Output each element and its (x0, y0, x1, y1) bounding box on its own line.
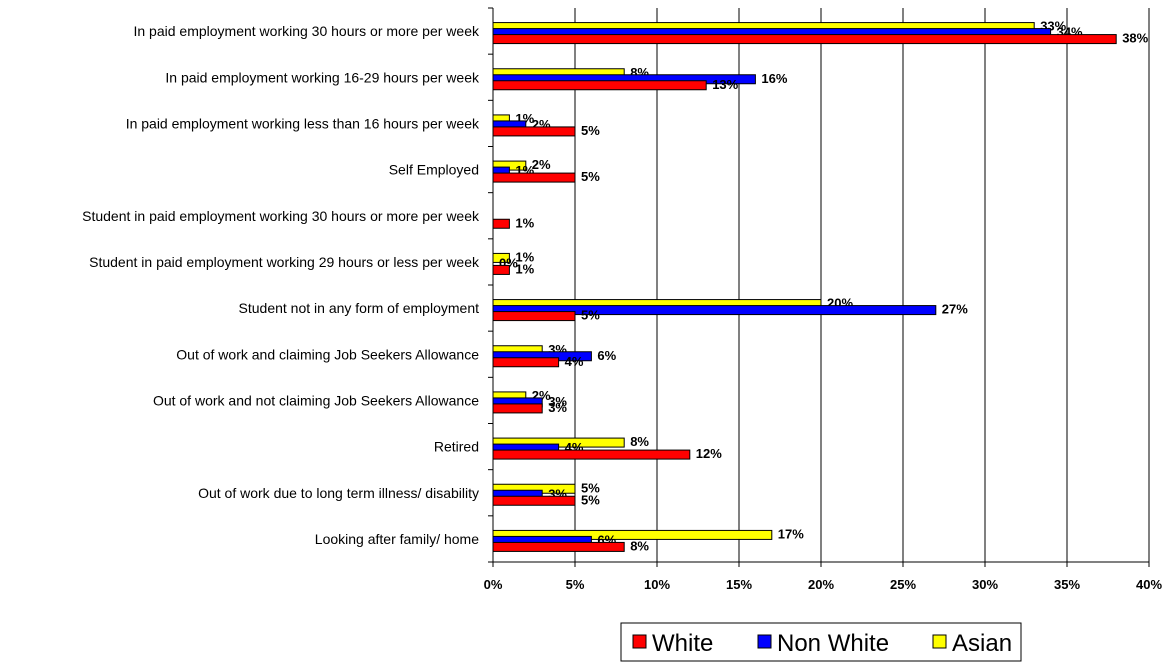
x-tick-label: 10% (644, 577, 670, 592)
data-label: 38% (1122, 31, 1148, 46)
x-tick-label: 5% (566, 577, 585, 592)
bar-white (492, 80, 707, 91)
data-label: 5% (581, 492, 600, 507)
x-tick-label: 30% (972, 577, 998, 592)
category-label: Out of work and claiming Job Seekers All… (176, 346, 479, 362)
x-tick-label: 0% (484, 577, 503, 592)
bar-white (492, 218, 510, 229)
bar-white (492, 126, 576, 137)
data-label: 5% (581, 169, 600, 184)
category-label: Student not in any form of employment (239, 300, 480, 316)
data-label: 13% (712, 77, 738, 92)
bar-asian (492, 529, 773, 540)
x-tick-label: 15% (726, 577, 752, 592)
legend-swatch-asian (932, 634, 947, 649)
bar-white (492, 449, 691, 460)
data-label: 3% (548, 394, 567, 409)
legend-label-white: White (652, 630, 713, 657)
data-label: 1% (515, 249, 534, 264)
x-tick-label: 25% (890, 577, 916, 592)
data-label: 27% (942, 302, 968, 317)
data-label: 5% (581, 308, 600, 323)
category-label: Out of work due to long term illness/ di… (198, 485, 479, 501)
category-label: Self Employed (389, 162, 479, 178)
data-label: 1% (515, 261, 534, 276)
bar-white (492, 495, 576, 506)
bar-white (492, 541, 625, 552)
category-label: In paid employment working 16-29 hours p… (165, 69, 480, 85)
bar-white (492, 403, 543, 414)
data-label: 12% (696, 446, 722, 461)
x-tick-label: 35% (1054, 577, 1080, 592)
legend-box (620, 622, 1022, 662)
category-label: Looking after family/ home (315, 531, 479, 547)
category-label: In paid employment working less than 16 … (126, 115, 480, 131)
bar-white (492, 264, 510, 275)
category-label: Student in paid employment working 29 ho… (89, 254, 480, 270)
x-tick-label: 40% (1136, 577, 1162, 592)
data-label: 8% (630, 434, 649, 449)
data-label: 5% (581, 480, 600, 495)
data-label: 4% (565, 354, 584, 369)
bar-asian (492, 252, 510, 263)
bar-white (492, 357, 560, 368)
data-label: 8% (630, 538, 649, 553)
data-label: 3% (548, 400, 567, 415)
legend-swatch-white (632, 634, 647, 649)
legend-label-asian: Asian (952, 630, 1012, 657)
category-label: In paid employment working 30 hours or m… (133, 23, 480, 39)
category-label: Retired (434, 439, 479, 455)
data-label: 16% (761, 71, 787, 86)
legend-swatch-non-white (757, 634, 772, 649)
category-label: Student in paid employment working 30 ho… (82, 208, 480, 224)
data-label: 5% (581, 123, 600, 138)
legend-label-non-white: Non White (777, 630, 889, 657)
bar-white (492, 311, 576, 322)
bar-non-white (492, 305, 937, 316)
data-label: 6% (597, 348, 616, 363)
data-label: 17% (778, 526, 804, 541)
x-tick-label: 20% (808, 577, 834, 592)
bar-white (492, 34, 1117, 45)
bar-white (492, 172, 576, 183)
category-label: Out of work and not claiming Job Seekers… (153, 392, 479, 408)
data-label: 2% (532, 157, 551, 172)
data-label: 1% (515, 215, 534, 230)
